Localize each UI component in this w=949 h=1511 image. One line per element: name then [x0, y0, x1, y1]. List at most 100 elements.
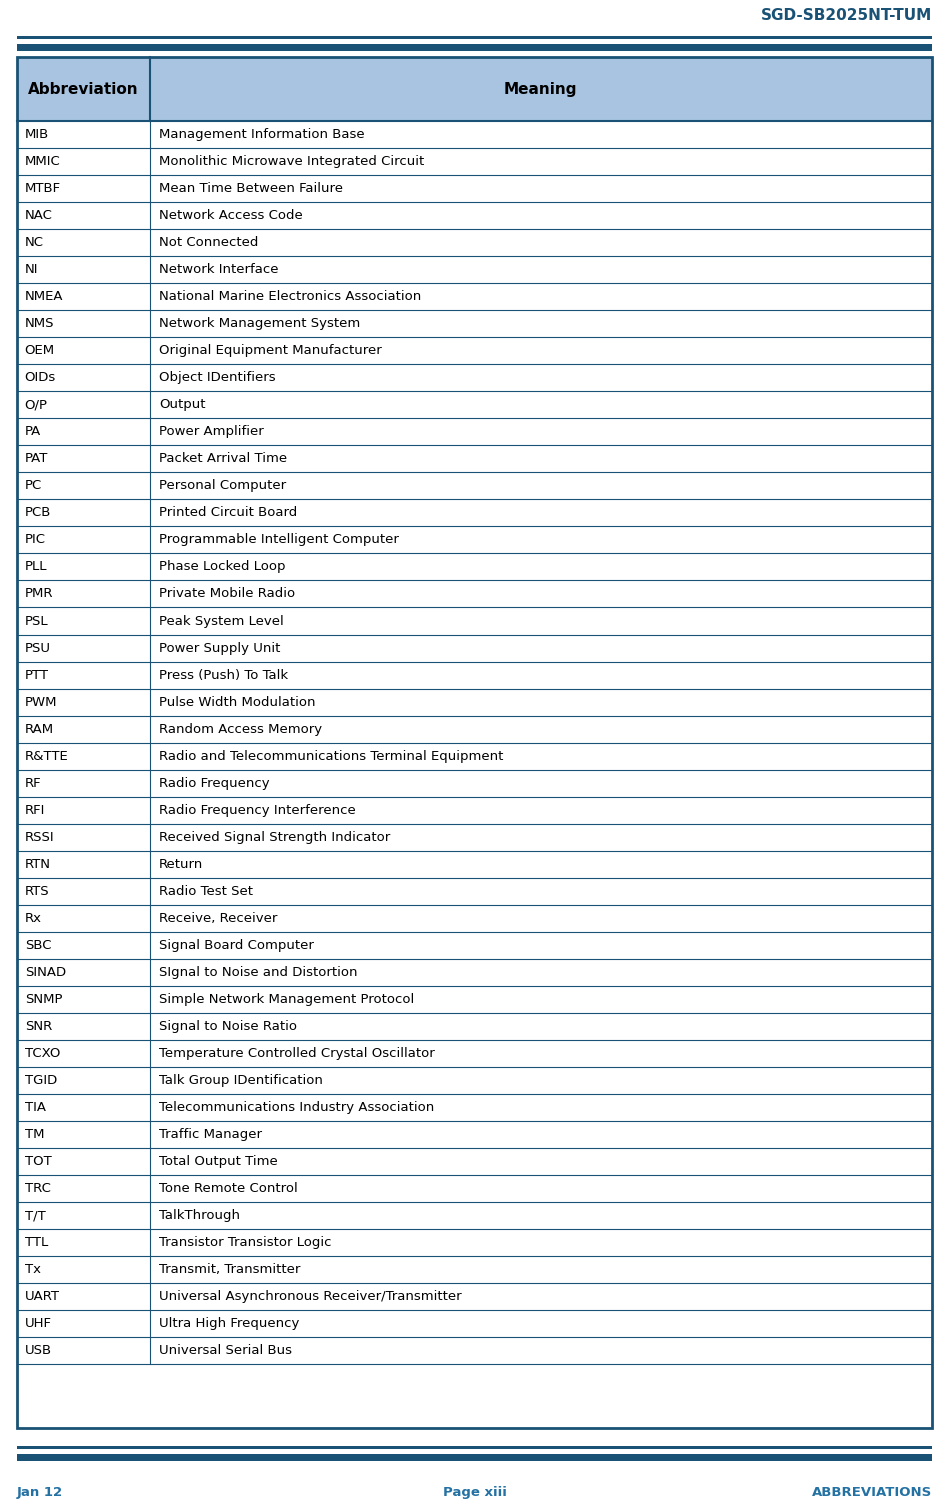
Text: Network Access Code: Network Access Code	[159, 209, 303, 222]
Text: Printed Circuit Board: Printed Circuit Board	[159, 506, 297, 520]
Bar	[17, 1310, 932, 1337]
Text: UHF: UHF	[25, 1318, 51, 1330]
Text: TalkThrough: TalkThrough	[159, 1209, 240, 1222]
Bar	[17, 635, 932, 662]
Bar	[17, 689, 932, 716]
Text: Object IDentifiers: Object IDentifiers	[159, 372, 276, 384]
Text: RSSI: RSSI	[25, 831, 54, 843]
Text: PSU: PSU	[25, 642, 50, 654]
Bar	[17, 202, 932, 230]
Text: RTS: RTS	[25, 885, 49, 898]
Text: Signal to Noise Ratio: Signal to Noise Ratio	[159, 1020, 297, 1034]
Bar	[17, 526, 932, 553]
Text: Total Output Time: Total Output Time	[159, 1156, 278, 1168]
Text: Power Amplifier: Power Amplifier	[159, 425, 264, 438]
Bar	[17, 391, 932, 419]
Bar	[17, 1067, 932, 1094]
Text: TTL: TTL	[25, 1236, 47, 1250]
Text: Receive, Receiver: Receive, Receiver	[159, 911, 278, 925]
Bar	[17, 230, 932, 255]
Text: SNMP: SNMP	[25, 993, 63, 1006]
Text: PCB: PCB	[25, 506, 51, 520]
Text: Traffic Manager: Traffic Manager	[159, 1129, 262, 1141]
Text: TIA: TIA	[25, 1102, 46, 1114]
Bar	[17, 959, 932, 987]
Text: Output: Output	[159, 399, 206, 411]
Bar	[17, 1230, 932, 1256]
Bar	[17, 769, 932, 796]
Bar	[17, 1176, 932, 1203]
Bar	[17, 932, 932, 959]
Bar	[17, 1148, 932, 1176]
Text: Temperature Controlled Crystal Oscillator: Temperature Controlled Crystal Oscillato…	[159, 1047, 435, 1061]
Bar	[17, 121, 932, 148]
Text: Return: Return	[159, 858, 203, 870]
Text: NAC: NAC	[25, 209, 52, 222]
Text: Programmable Intelligent Computer: Programmable Intelligent Computer	[159, 533, 400, 547]
Bar	[17, 283, 932, 310]
Text: Radio and Telecommunications Terminal Equipment: Radio and Telecommunications Terminal Eq…	[159, 749, 504, 763]
Text: Not Connected: Not Connected	[159, 236, 258, 249]
Text: SGD-SB2025NT-TUM: SGD-SB2025NT-TUM	[761, 8, 932, 23]
Text: TOT: TOT	[25, 1156, 51, 1168]
Text: USB: USB	[25, 1345, 52, 1357]
Text: PSL: PSL	[25, 615, 48, 627]
Bar	[17, 662, 932, 689]
Text: Jan 12: Jan 12	[17, 1487, 64, 1499]
Text: PA: PA	[25, 425, 41, 438]
Bar	[17, 1040, 932, 1067]
Text: PAT: PAT	[25, 452, 48, 465]
Text: PMR: PMR	[25, 588, 53, 600]
Bar	[17, 1256, 932, 1283]
Text: OEM: OEM	[25, 345, 55, 357]
Text: Radio Frequency: Radio Frequency	[159, 777, 270, 790]
Text: Power Supply Unit: Power Supply Unit	[159, 642, 281, 654]
Bar	[17, 148, 932, 175]
Text: O/P: O/P	[25, 399, 47, 411]
Text: Meaning: Meaning	[504, 82, 578, 97]
Bar	[17, 743, 932, 769]
Bar	[17, 364, 932, 391]
Text: PIC: PIC	[25, 533, 46, 547]
Text: Transistor Transistor Logic: Transistor Transistor Logic	[159, 1236, 332, 1250]
Text: R&TTE: R&TTE	[25, 749, 68, 763]
Text: RAM: RAM	[25, 722, 54, 736]
Text: Radio Test Set: Radio Test Set	[159, 885, 253, 898]
Bar	[17, 1337, 932, 1364]
Text: Talk Group IDentification: Talk Group IDentification	[159, 1074, 323, 1086]
Bar	[17, 337, 932, 364]
Text: Phase Locked Loop: Phase Locked Loop	[159, 561, 286, 574]
Text: Management Information Base: Management Information Base	[159, 128, 364, 141]
Bar	[17, 905, 932, 932]
Text: NMEA: NMEA	[25, 290, 64, 304]
Text: Pulse Width Modulation: Pulse Width Modulation	[159, 695, 316, 709]
Bar	[17, 553, 932, 580]
Bar	[17, 499, 932, 526]
Bar	[17, 823, 932, 851]
Bar	[17, 44, 932, 51]
Bar	[17, 310, 932, 337]
Bar	[17, 716, 932, 742]
Text: SNR: SNR	[25, 1020, 52, 1034]
Text: Mean Time Between Failure: Mean Time Between Failure	[159, 181, 344, 195]
Text: OIDs: OIDs	[25, 372, 56, 384]
Bar	[17, 851, 932, 878]
Text: Ultra High Frequency: Ultra High Frequency	[159, 1318, 300, 1330]
Text: TRC: TRC	[25, 1182, 50, 1195]
Text: Transmit, Transmitter: Transmit, Transmitter	[159, 1263, 301, 1277]
Text: PWM: PWM	[25, 695, 57, 709]
Text: Private Mobile Radio: Private Mobile Radio	[159, 588, 295, 600]
Text: SIgnal to Noise and Distortion: SIgnal to Noise and Distortion	[159, 966, 358, 979]
Text: Tone Remote Control: Tone Remote Control	[159, 1182, 298, 1195]
Text: Tx: Tx	[25, 1263, 41, 1277]
Text: Random Access Memory: Random Access Memory	[159, 722, 323, 736]
Text: Page xiii: Page xiii	[442, 1487, 507, 1499]
Bar	[17, 1446, 932, 1449]
Text: Radio Frequency Interference: Radio Frequency Interference	[159, 804, 356, 817]
Text: PC: PC	[25, 479, 42, 493]
Text: Packet Arrival Time: Packet Arrival Time	[159, 452, 288, 465]
Text: PLL: PLL	[25, 561, 47, 574]
Text: NI: NI	[25, 263, 38, 277]
Text: Original Equipment Manufacturer: Original Equipment Manufacturer	[159, 345, 382, 357]
Text: SBC: SBC	[25, 938, 51, 952]
